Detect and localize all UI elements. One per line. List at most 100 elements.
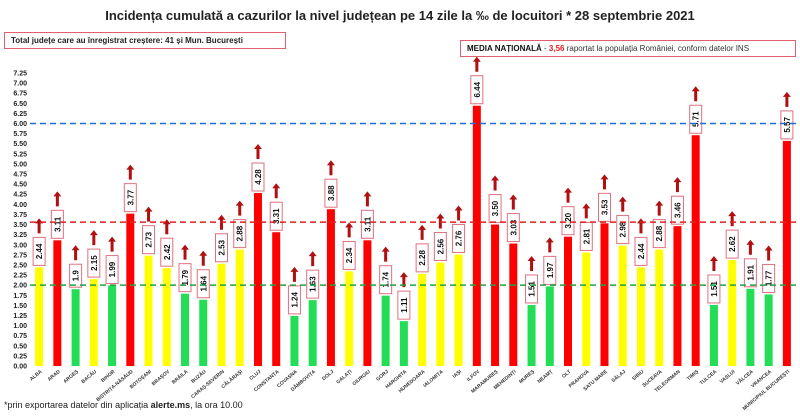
- bar: [144, 255, 153, 366]
- value-label: 3.77: [126, 189, 135, 205]
- bar: [89, 279, 98, 366]
- category-label: TIMIȘ: [686, 369, 701, 383]
- trend-up-arrow-icon: [290, 266, 299, 282]
- value-label-box: [525, 274, 539, 304]
- y-tick-label: 6.25: [13, 111, 27, 118]
- value-label-box: [196, 269, 210, 299]
- value-label: 2.15: [90, 255, 99, 271]
- y-tick-label: 5.75: [13, 131, 27, 138]
- value-label: 1.91: [746, 264, 755, 280]
- trend-up-arrow-icon: [673, 177, 682, 193]
- category-label: IAȘI: [452, 369, 464, 380]
- value-label-box: [32, 236, 46, 266]
- y-tick-label: 0.00: [13, 364, 27, 371]
- value-label-box: [561, 206, 575, 236]
- bar: [509, 243, 518, 366]
- value-label: 2.42: [163, 244, 172, 260]
- value-label-box: [251, 162, 265, 192]
- value-label: 3.03: [509, 219, 518, 235]
- trend-up-arrow-icon: [527, 255, 536, 271]
- category-label: BRĂILA: [170, 368, 189, 386]
- bar: [691, 135, 700, 366]
- bar: [709, 304, 718, 366]
- trend-up-arrow-icon: [363, 191, 372, 207]
- bar: [235, 249, 244, 366]
- value-label-box: [689, 104, 703, 134]
- national-average-label: MEDIA NAȚIONALĂ: [467, 44, 542, 53]
- bar: [290, 315, 299, 366]
- value-label: 3.20: [564, 212, 573, 228]
- bar: [600, 223, 609, 366]
- bar: [326, 209, 335, 366]
- value-label-box: [142, 225, 156, 255]
- trend-up-arrow-icon: [308, 251, 317, 267]
- chart-title: Incidența cumulată a cazurilor la nivel …: [105, 8, 695, 23]
- bar: [199, 299, 208, 366]
- bar: [491, 224, 500, 366]
- value-label: 3.53: [601, 199, 610, 215]
- trend-up-arrow-icon: [399, 272, 408, 288]
- bar: [582, 252, 591, 366]
- y-tick-label: 2.50: [13, 262, 27, 269]
- trend-up-arrow-icon: [454, 205, 463, 221]
- trend-up-arrow-icon: [181, 244, 190, 260]
- value-label: 2.53: [218, 239, 227, 255]
- bar: [71, 289, 80, 366]
- y-tick-label: 4.25: [13, 192, 27, 199]
- bar: [308, 300, 317, 366]
- bar: [746, 288, 755, 366]
- bar: [782, 140, 791, 366]
- bar: [181, 293, 190, 366]
- value-label-box: [215, 233, 228, 263]
- bar: [418, 273, 427, 366]
- trend-up-arrow-icon: [381, 246, 390, 262]
- bar: [126, 213, 135, 366]
- bar: [381, 295, 390, 366]
- trend-up-arrow-icon: [162, 219, 171, 235]
- value-label-box: [543, 255, 557, 285]
- value-label-box: [579, 221, 593, 251]
- value-label: 3.88: [327, 185, 336, 201]
- value-label-box: [598, 192, 611, 222]
- trend-up-arrow-icon: [418, 224, 427, 240]
- trend-up-arrow-icon: [345, 222, 354, 238]
- category-label: CLUJ: [248, 369, 262, 382]
- trend-up-arrow-icon: [709, 255, 718, 271]
- value-label-box: [50, 209, 64, 239]
- value-label: 3.11: [363, 216, 372, 232]
- y-tick-label: 0.25: [13, 353, 27, 360]
- bar: [108, 285, 117, 366]
- value-label-box: [379, 265, 393, 295]
- trend-up-arrow-icon: [691, 86, 700, 102]
- trend-up-arrow-icon: [272, 183, 281, 199]
- national-average-box: MEDIA NAȚIONALĂ - 3,56 raportat la popul…: [460, 40, 796, 57]
- value-label-box: [652, 219, 666, 249]
- value-label: 1.63: [309, 276, 318, 292]
- value-label: 1.24: [290, 292, 299, 308]
- category-label: BRAȘOV: [151, 369, 172, 388]
- bar: [673, 226, 682, 366]
- trend-up-arrow-icon: [199, 250, 208, 266]
- value-label: 2.44: [35, 243, 44, 259]
- value-label-box: [506, 213, 520, 243]
- trend-up-arrow-icon: [126, 164, 135, 180]
- bar: [53, 240, 62, 366]
- footer-prefix: *prin exportarea datelor din aplicația: [4, 400, 151, 410]
- bar: [472, 105, 481, 367]
- y-tick-label: 4.00: [13, 202, 27, 209]
- category-label: MUREȘ: [518, 369, 536, 386]
- value-label-box: [452, 223, 466, 253]
- trend-up-arrow-icon: [35, 218, 44, 234]
- bar: [363, 240, 372, 366]
- category-label: IALOMIȚA: [422, 369, 445, 389]
- y-tick-label: 2.00: [13, 283, 27, 290]
- value-label: 2.76: [455, 230, 464, 246]
- trend-up-arrow-icon: [582, 203, 591, 219]
- category-label: BACĂU: [80, 368, 99, 385]
- trend-up-arrow-icon: [618, 196, 627, 212]
- bar: [728, 260, 737, 366]
- category-label: GORJ: [375, 369, 390, 383]
- trend-up-arrow-icon: [53, 191, 62, 207]
- trend-up-arrow-icon: [636, 218, 645, 234]
